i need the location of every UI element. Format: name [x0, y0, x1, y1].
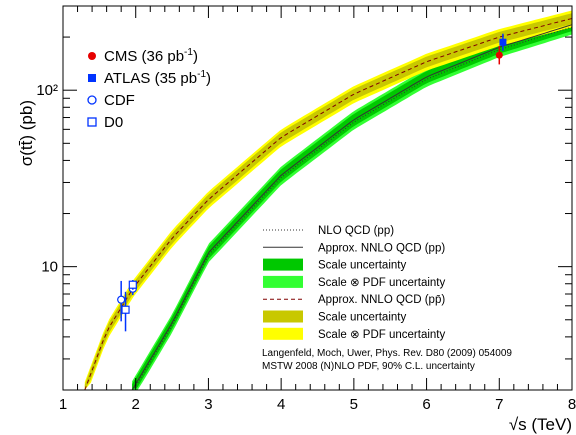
data-point-d0 [121, 305, 130, 314]
reference-line: Langenfeld, Moch, Uwer, Phys. Rev. D80 (… [262, 348, 512, 359]
x-tick-label: 4 [277, 396, 285, 413]
legend-marker-cdf [87, 95, 97, 105]
legend-swatch-box [263, 275, 303, 288]
legend-swatch-box [263, 327, 303, 340]
x-tick-label: 3 [204, 396, 212, 413]
legend-marker-d0 [87, 117, 97, 127]
x-tick-label: 6 [422, 396, 430, 413]
data-point-d0 [128, 280, 137, 289]
data-points [117, 33, 507, 332]
ppbar-nnlo-curve [84, 18, 573, 391]
legend-theory-label: Scale uncertainty [318, 312, 406, 324]
y-axis: 10 10² [36, 5, 572, 391]
y-tick-label: 10² [36, 82, 58, 99]
legend-marker-cms [88, 52, 96, 60]
legend-label: CDF [104, 92, 135, 109]
legend-swatch-box [263, 310, 303, 323]
x-axis-title: √s (TeV) [509, 415, 572, 434]
data-point-atlas [499, 38, 507, 46]
reference-line: MSTW 2008 (N)NLO PDF, 90% C.L. uncertain… [262, 361, 475, 372]
legend-theory-label: Scale ⊗ PDF uncertainty [318, 329, 445, 341]
legend-theory-label: Scale ⊗ PDF uncertainty [318, 277, 445, 289]
legend-theory-label: NLO QCD (pp) [318, 225, 394, 237]
y-axis-title: σ(tt̄) (pb) [17, 100, 36, 166]
legend-theory-label: Approx. NNLO QCD (pp̄) [318, 294, 445, 306]
legend-theory: NLO QCD (pp) Approx. NNLO QCD (pp) Scale u… [263, 225, 445, 341]
x-axis: 1 2 3 4 5 6 7 8 [59, 6, 576, 413]
x-tick-label: 1 [59, 396, 67, 413]
legend-theory-label: Scale uncertainty [318, 260, 406, 272]
data-point-cdf [117, 295, 126, 304]
plot-frame [62, 5, 573, 391]
legend-label: D0 [104, 114, 123, 131]
legend-theory-label: Approx. NNLO QCD (pp) [318, 242, 445, 254]
x-tick-label: 8 [568, 396, 576, 413]
legend-label: CMS (36 pb-1) [104, 47, 198, 65]
legend-label: ATLAS (35 pb-1) [104, 69, 211, 87]
x-tick-label: 7 [495, 396, 503, 413]
reference-note: Langenfeld, Moch, Uwer, Phys. Rev. D80 (… [262, 348, 512, 372]
data-point-cms [495, 51, 503, 59]
legend-marker-atlas [88, 74, 96, 82]
y-tick-label: 10 [41, 259, 58, 276]
x-tick-label: 5 [350, 396, 358, 413]
legend-swatch-box [263, 258, 303, 271]
legend-experiments: CMS (36 pb-1) ATLAS (35 pb-1) CDF D0 [87, 47, 211, 131]
x-tick-label: 2 [132, 396, 140, 413]
